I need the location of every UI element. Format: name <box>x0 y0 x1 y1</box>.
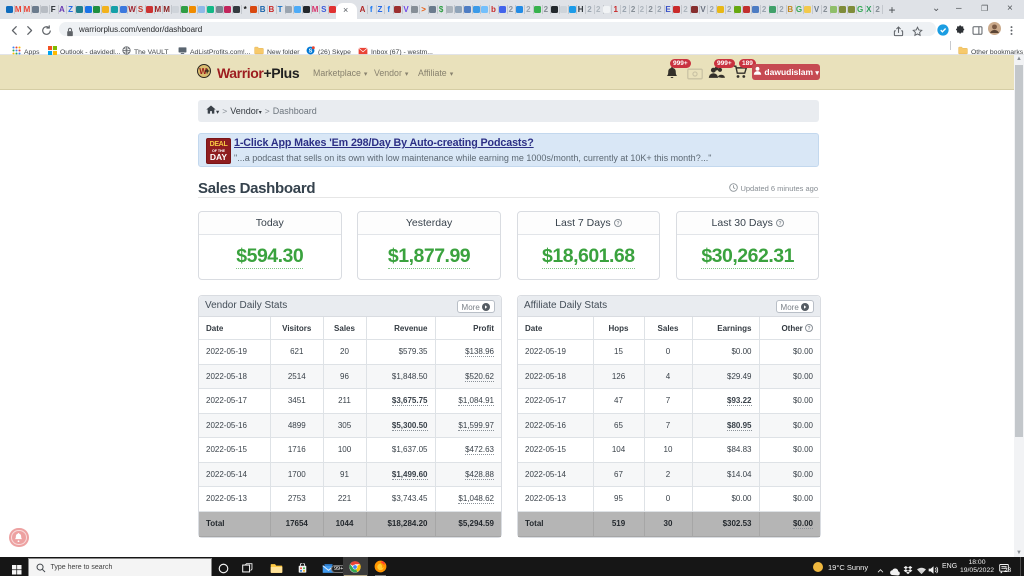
svg-text:?: ? <box>778 220 781 226</box>
svg-text:?: ? <box>807 325 810 331</box>
svg-text:?: ? <box>616 220 619 226</box>
svg-text:S: S <box>309 49 313 55</box>
